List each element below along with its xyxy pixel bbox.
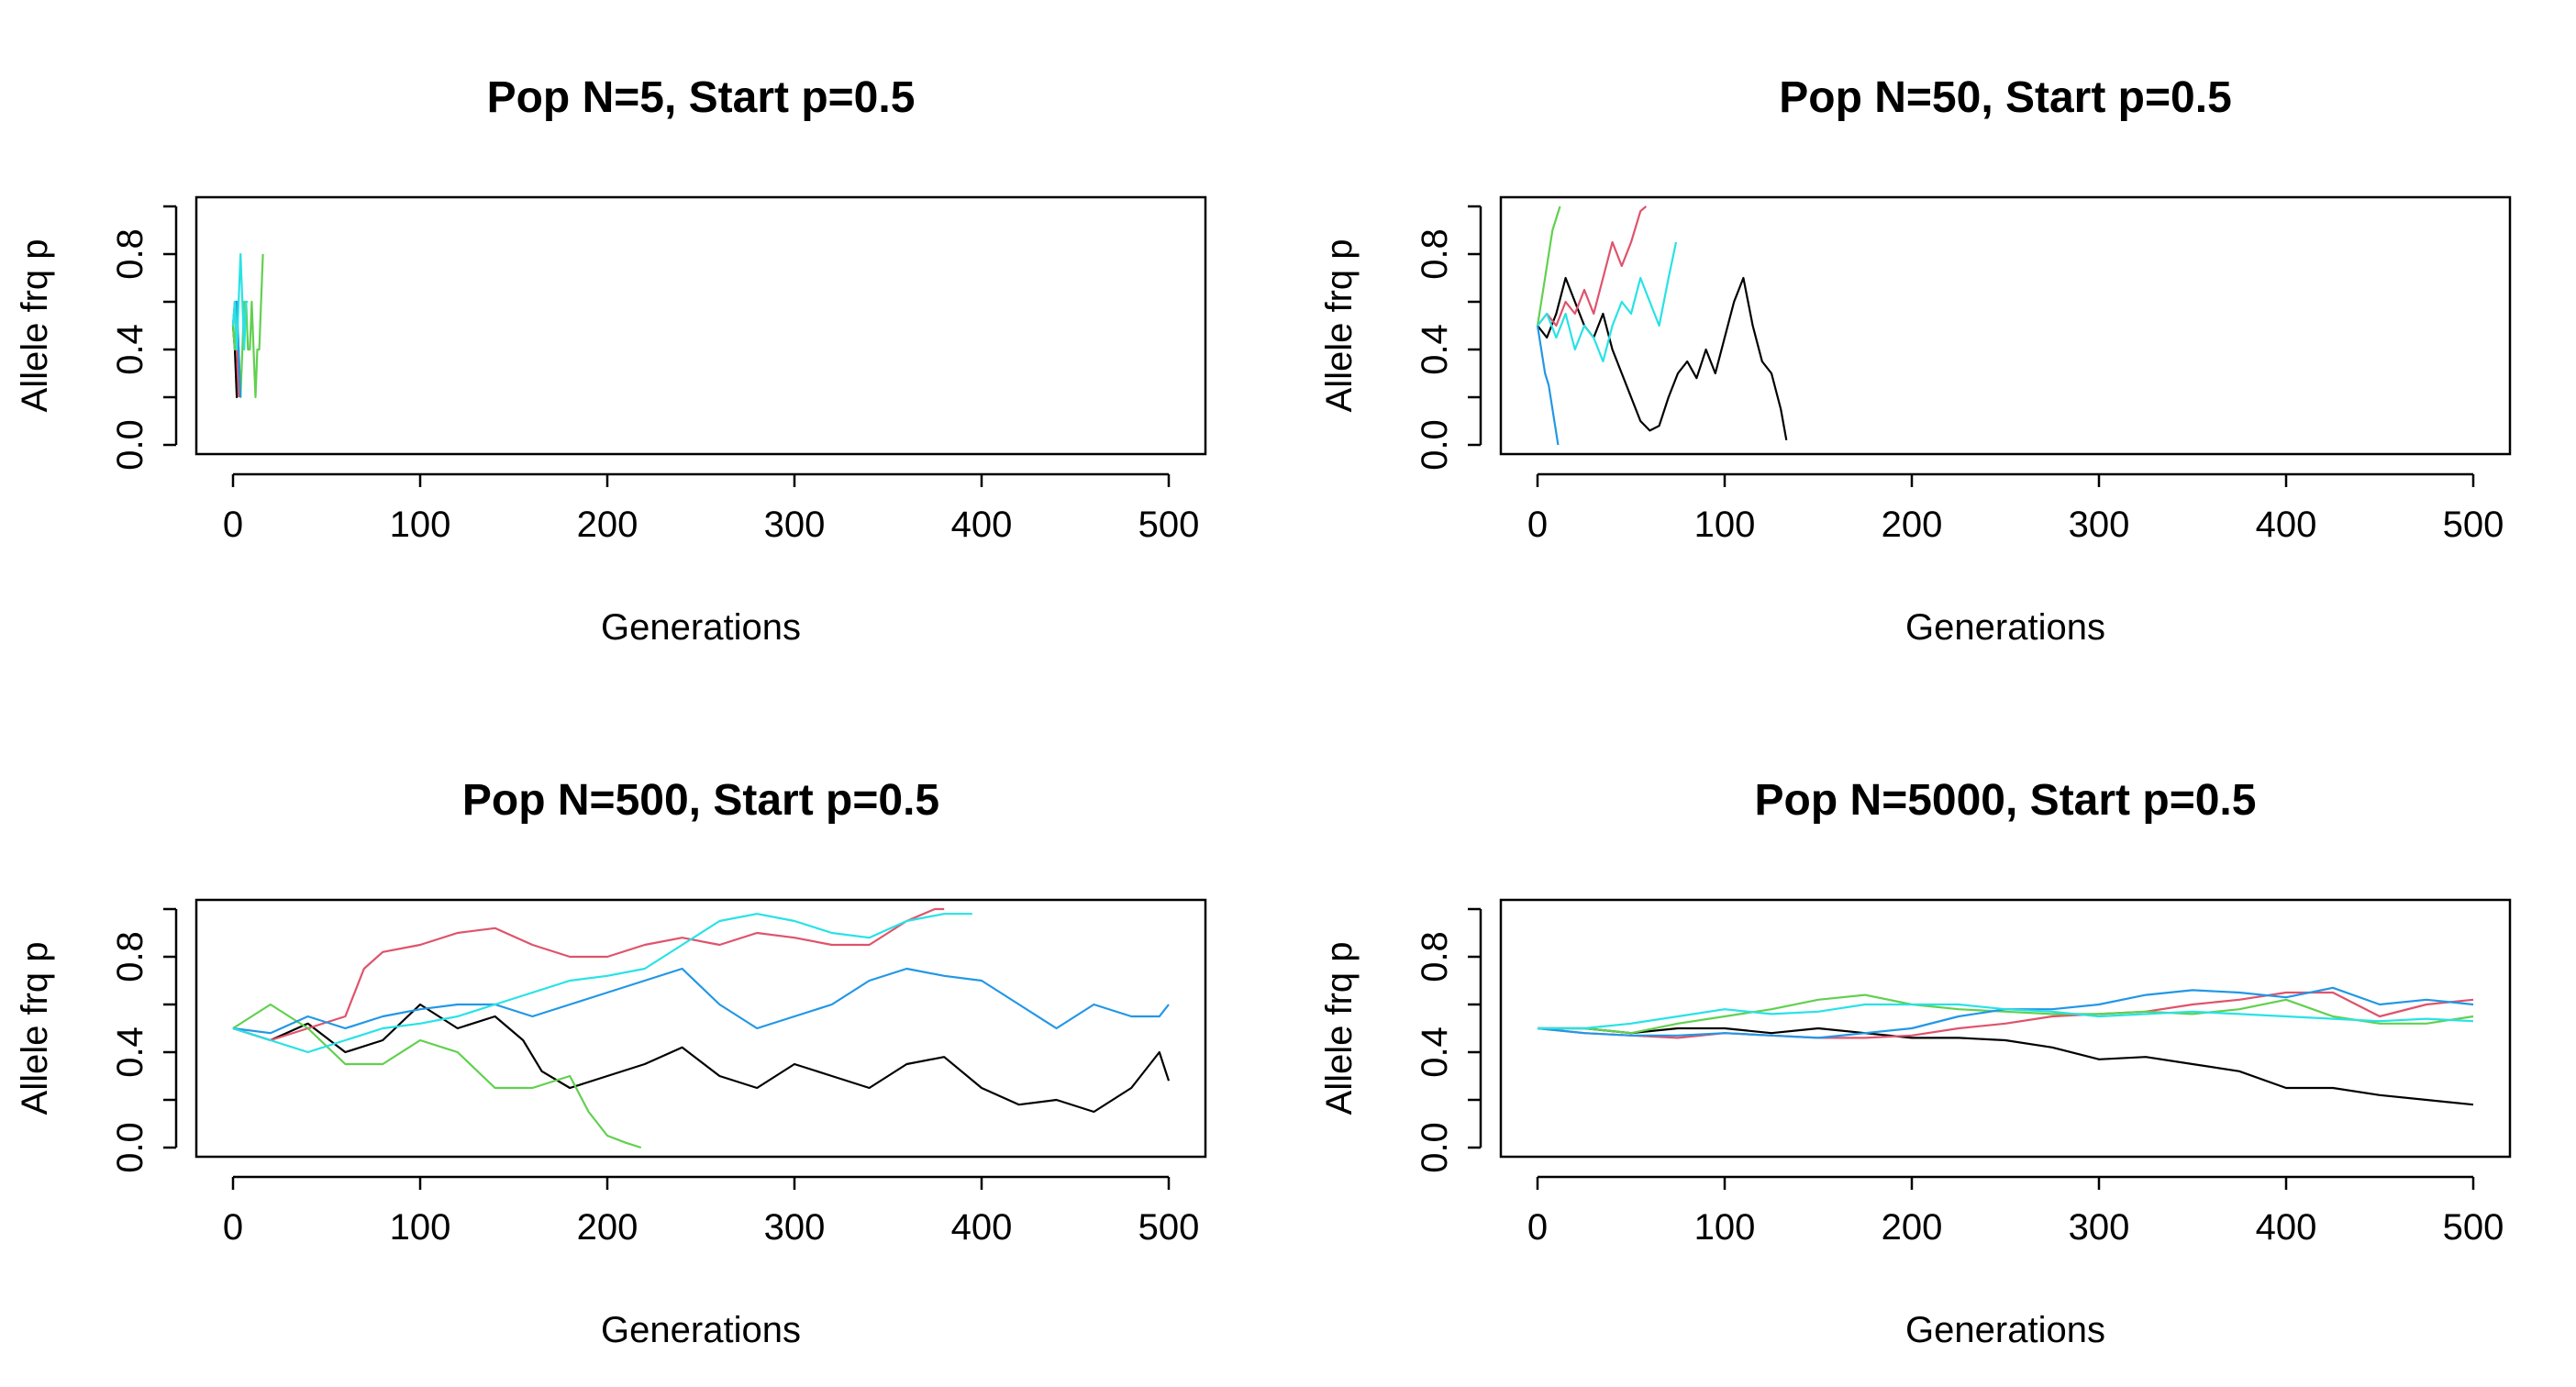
x-tick-label: 500 xyxy=(2443,1207,2504,1248)
panel-title: Pop N=5000, Start p=0.5 xyxy=(1755,776,2257,825)
y-axis-label: Allele frq p xyxy=(15,942,55,1115)
series-line-3 xyxy=(1538,993,2474,1035)
x-tick-label: 0 xyxy=(223,505,243,545)
plot-frame xyxy=(194,898,1207,1159)
panel-title: Pop N=5, Start p=0.5 xyxy=(487,73,916,122)
series-line-1 xyxy=(1538,1026,2474,1106)
series-line-5 xyxy=(232,913,972,1054)
series-line-5 xyxy=(1538,1003,2474,1030)
plot-frame xyxy=(1499,195,2512,456)
panel-title: Pop N=50, Start p=0.5 xyxy=(1779,73,2232,122)
y-tick-label: 0.4 xyxy=(1415,1026,1455,1078)
x-tick-label: 0 xyxy=(223,1207,243,1248)
series-group xyxy=(231,252,264,399)
series-line-1 xyxy=(232,1003,1171,1114)
series-line-3 xyxy=(232,1003,642,1149)
x-tick-label: 500 xyxy=(2443,505,2504,545)
series-line-5 xyxy=(1537,241,1678,363)
plot-frame xyxy=(194,195,1207,456)
y-axis-label: Allele frq p xyxy=(1319,942,1360,1115)
series-line-1 xyxy=(1537,276,1788,440)
x-tick-label: 500 xyxy=(1138,505,1200,545)
y-tick-label: 0.0 xyxy=(110,419,150,471)
x-axis-label: Generations xyxy=(1905,607,2105,648)
x-tick-label: 200 xyxy=(577,505,638,545)
y-tick-label: 0.8 xyxy=(1415,228,1455,280)
x-tick-label: 300 xyxy=(2069,1207,2130,1248)
panel-pop-n50: Pop N=50, Start p=0.5 Generations Allele… xyxy=(1319,73,2512,648)
x-axis-label: Generations xyxy=(1905,1310,2105,1350)
panel-pop-n5: Pop N=5, Start p=0.5 Generations Allele … xyxy=(15,73,1207,648)
x-tick-label: 400 xyxy=(951,1207,1013,1248)
y-tick-label: 0.8 xyxy=(1415,931,1455,982)
y-axis-label: Allele frq p xyxy=(15,239,55,413)
x-tick-label: 100 xyxy=(1694,1207,1756,1248)
x-tick-label: 400 xyxy=(2256,505,2317,545)
x-tick-label: 300 xyxy=(764,1207,826,1248)
y-axis-label: Allele frq p xyxy=(1319,239,1360,413)
series-group xyxy=(1536,205,1788,446)
series-line-2 xyxy=(1537,205,1648,327)
y-tick-label: 0.0 xyxy=(1415,419,1455,471)
series-group xyxy=(1537,986,2474,1106)
y-tick-label: 0.4 xyxy=(110,1026,150,1078)
x-axis-label: Generations xyxy=(601,1310,801,1350)
series-group xyxy=(232,907,1171,1149)
x-axis-label: Generations xyxy=(601,607,801,648)
y-tick-label: 0.0 xyxy=(1415,1122,1455,1173)
x-tick-label: 500 xyxy=(1138,1207,1200,1248)
x-tick-label: 0 xyxy=(1527,1207,1548,1248)
x-tick-label: 300 xyxy=(2069,505,2130,545)
y-tick-label: 0.4 xyxy=(1415,324,1455,375)
y-tick-label: 0.8 xyxy=(110,931,150,982)
x-tick-label: 100 xyxy=(1694,505,1756,545)
panel-pop-n500: Pop N=500, Start p=0.5 Generations Allel… xyxy=(15,776,1207,1350)
x-tick-label: 300 xyxy=(764,505,826,545)
series-line-2 xyxy=(1537,991,2474,1039)
x-tick-label: 200 xyxy=(1882,1207,1943,1248)
series-line-4 xyxy=(1536,325,1560,446)
panel-title: Pop N=500, Start p=0.5 xyxy=(462,776,939,825)
y-tick-label: 0.4 xyxy=(110,324,150,375)
x-tick-label: 400 xyxy=(951,505,1013,545)
y-tick-label: 0.8 xyxy=(110,228,150,280)
x-tick-label: 200 xyxy=(1882,505,1943,545)
series-line-2 xyxy=(232,907,945,1042)
series-line-5 xyxy=(231,252,249,351)
y-tick-label: 0.0 xyxy=(110,1122,150,1173)
x-tick-label: 100 xyxy=(390,505,451,545)
series-line-3 xyxy=(1536,205,1561,327)
x-tick-label: 100 xyxy=(390,1207,451,1248)
plot-frame xyxy=(1499,898,2512,1159)
x-tick-label: 200 xyxy=(577,1207,638,1248)
x-tick-label: 400 xyxy=(2256,1207,2317,1248)
panel-pop-n5000: Pop N=5000, Start p=0.5 Generations Alle… xyxy=(1319,776,2512,1350)
x-tick-label: 0 xyxy=(1527,505,1548,545)
series-line-4 xyxy=(232,967,1170,1035)
